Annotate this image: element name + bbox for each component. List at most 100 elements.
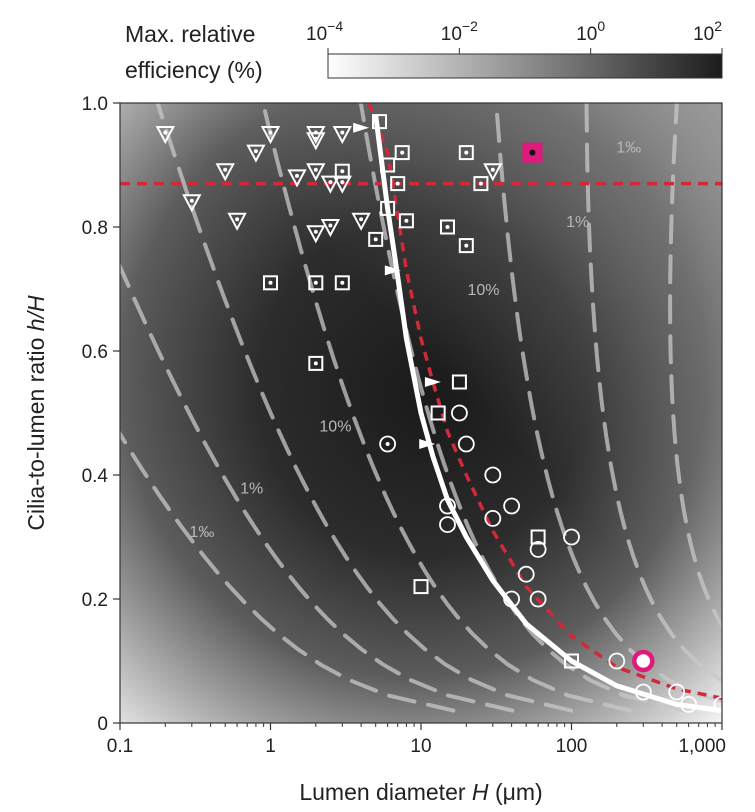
plot-area: 1‰ 1% 10% 10% 1% 1‰ [120,97,755,723]
x-axis: 0.1 1 10 100 1,000 [107,723,726,757]
x-axis-label-unit: (μm) [495,779,543,805]
marker-triangle-dot [246,144,266,163]
marker-circle [713,696,722,713]
contour-label: 1% [240,481,263,498]
colorbar-title-line-1: Max. relative [125,21,255,47]
marker-triangle-dot [320,219,341,238]
x-tick-label: 1 [265,736,276,757]
y-tick-label: 0.2 [82,590,108,611]
contour-label: 10% [467,282,499,299]
marker-square-dot [458,238,474,254]
marker-circle [484,466,502,484]
contour-line [120,261,515,713]
colorbar-tick-label: 100 [576,18,605,45]
marker-triangle-dot [306,225,326,244]
x-axis-label-text: Lumen diameter [299,779,466,805]
marker-square-dot [334,275,350,291]
x-axis-label-symbol: H [472,779,489,805]
marker-square [451,374,467,390]
marker-circle [451,404,468,422]
x-axis-label: Lumen diameter H (μm) [299,779,542,805]
marker-triangle-dot [155,126,175,145]
x-tick-label: 100 [556,736,588,757]
marker-highlight-square [522,142,543,163]
colorbar-title-line-2: efficiency (%) [125,57,263,83]
contour-line [668,103,722,630]
marker-square [372,114,388,130]
y-tick-label: 0.8 [82,218,108,239]
contour-line [260,103,632,713]
marker-circle [634,683,652,701]
colorbar-gradient [327,53,723,79]
marker-circle [439,516,456,533]
marker-triangle-dot [332,126,352,145]
marker-circle [529,541,547,558]
marker-circle [529,590,547,608]
marker-circle [668,683,686,701]
colorbar: Max. relative efficiency (%) 10−4 10−2 100… [125,18,723,83]
marker-triangle-dot [306,132,326,151]
contour-labels: 1‰ 1% 10% 10% 1% 1‰ [189,140,641,541]
marker-triangle-dot [260,126,281,145]
marker-circle [680,696,698,713]
marker-arrow [424,377,441,387]
contour-label: 1‰ [189,524,214,541]
marker-square-dot [473,176,489,192]
colorbar-tick-label: 102 [693,18,722,45]
colorbar-ticks: 10−4 10−2 100 102 [306,18,723,54]
marker-square-dot [263,275,278,291]
contour-line [155,103,574,713]
contour-line [743,97,755,711]
marker-square-dot [390,176,406,192]
marker-square-dot [440,219,456,235]
contour-label: 1‰ [616,140,641,157]
marker-circle [484,510,502,527]
marker-square [413,579,429,595]
colorbar-tick-label: 10−4 [306,18,343,45]
y-axis-label-text: Cilia-to-lumen ratio [23,338,49,531]
marker-triangle-dot [351,212,371,231]
marker-square-dot [308,275,324,291]
marker-square-dot [398,213,414,229]
contour-line [494,103,722,703]
y-axis-label: Cilia-to-lumen ratio h/H [23,295,49,531]
marker-square [380,157,396,173]
marker-square-dot [308,355,324,371]
y-axis: 0 0.2 0.4 0.6 0.8 1.0 [82,94,120,735]
y-tick-label: 0 [97,714,108,735]
x-tick-label: 10 [410,736,431,757]
y-tick-label: 0.4 [82,466,109,487]
marker-square-dot [334,163,350,179]
y-tick-label: 0.6 [82,342,108,363]
marker-triangle-dot [227,212,247,231]
marker-square-dot [380,200,396,216]
marker-circle [503,497,521,515]
contour-label: 10% [319,419,351,436]
marker-square-dot [394,145,410,161]
marker-arrow [384,265,401,276]
marker-triangle-dot [215,163,235,182]
marker-triangle-dot [320,175,341,194]
optimum-curve [373,115,722,714]
marker-triangle-dot [306,163,326,182]
marker-circle-dot [379,435,397,453]
marker-circle [439,497,456,515]
marker-highlight-circle [632,649,655,673]
marker-triangle-dot [332,175,352,194]
x-tick-label: 1,000 [678,736,726,757]
marker-square [430,405,446,421]
contour-line [584,103,722,683]
marker-square-dot [368,231,384,247]
marker-circle [563,528,580,546]
marker-triangle-dot [483,163,503,182]
marker-triangle-dot [182,194,202,213]
marker-circle [517,565,535,583]
contour-label: 1% [566,214,589,231]
y-tick-label: 1.0 [82,94,108,115]
colorbar-tick-label: 10−2 [441,18,478,45]
marker-circle [608,652,626,670]
marker-arrow [419,439,436,449]
marker-square [530,529,546,545]
marker-triangle-dot [287,169,307,188]
